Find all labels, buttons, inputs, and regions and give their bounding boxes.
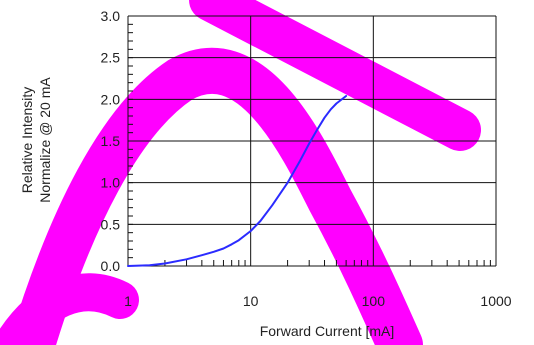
background-mark-stroke-3 [0, 273, 139, 345]
y-tick-label: 1.0 [101, 175, 121, 191]
x-tick-label: 1000 [480, 293, 511, 309]
y-tick-label: 1.5 [101, 133, 121, 149]
background-mark-stroke-2 [189, 0, 481, 151]
background-mark [0, 0, 481, 345]
x-axis-label: Forward Current [mA] [260, 323, 395, 339]
series-line [127, 95, 348, 267]
x-tick-label: 10 [243, 293, 259, 309]
tick-labels: 0.0 0.5 1.0 1.5 2.0 2.5 3.0 1 10 100 1000 [101, 8, 512, 309]
x-tick-label: 1 [124, 293, 132, 309]
y-tick-label: 0.0 [101, 258, 121, 274]
y-axis-label-line-2: Normalize @ 20 mA [37, 77, 53, 203]
background-mark-stroke-1 [9, 47, 423, 345]
y-tick-label: 2.5 [101, 50, 121, 66]
series-layer [127, 95, 348, 267]
x-tick-label: 100 [362, 293, 386, 309]
y-tick-label: 2.0 [101, 91, 121, 107]
y-tick-label: 0.5 [101, 216, 121, 232]
y-axis-label-line-1: Relative Intensity [19, 87, 35, 194]
y-tick-label: 3.0 [101, 8, 121, 24]
grid [127, 15, 497, 267]
